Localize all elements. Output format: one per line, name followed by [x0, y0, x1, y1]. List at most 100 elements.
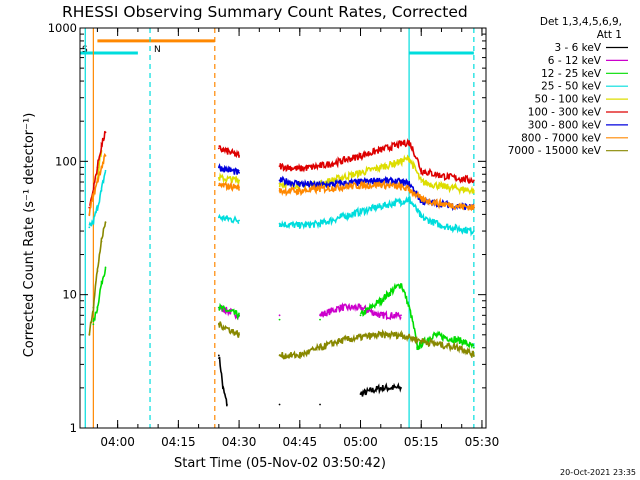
legend-label: 800 - 7000 keV — [521, 132, 602, 144]
plot-area: SN — [80, 28, 475, 428]
data-point — [96, 206, 99, 209]
data-point — [88, 333, 91, 336]
data-point — [319, 318, 321, 321]
data-point — [278, 403, 281, 406]
data-point — [440, 344, 443, 346]
data-point — [238, 186, 240, 189]
data-point — [379, 386, 382, 389]
data-point — [339, 216, 342, 219]
data-point — [472, 346, 475, 349]
data-point — [400, 143, 402, 145]
data-point — [221, 386, 224, 389]
legend-label: 12 - 25 keV — [541, 68, 602, 80]
data-point — [359, 184, 362, 187]
data-point — [359, 154, 362, 157]
data-point — [379, 314, 382, 317]
data-point — [238, 219, 240, 222]
data-point — [92, 195, 95, 197]
axes: 1 10 100 1000 04:00 04:15 04:30 04:45 05:00 05:15… — [48, 21, 500, 449]
data-point — [339, 340, 342, 342]
data-point — [226, 403, 228, 406]
x-tick-label: 05:15 — [404, 435, 439, 449]
data-point — [472, 190, 475, 192]
data-point — [278, 182, 281, 185]
data-point — [440, 202, 443, 205]
data-point — [278, 222, 281, 225]
data-point — [359, 210, 362, 213]
data-point — [217, 166, 220, 169]
data-point — [391, 386, 394, 389]
data-point — [339, 182, 342, 185]
data-point — [217, 216, 220, 219]
footer-timestamp: 20-Oct-2021 23:35 — [560, 468, 636, 477]
legend-header-line-2: Att 1 — [597, 29, 622, 41]
data-point — [278, 314, 281, 317]
data-point — [400, 386, 402, 389]
data-point — [88, 213, 91, 216]
data-point — [298, 224, 301, 227]
data-point — [432, 333, 435, 336]
data-point — [472, 179, 475, 182]
data-point — [100, 190, 103, 192]
data-point — [440, 224, 443, 227]
data-point — [319, 165, 321, 168]
data-point — [460, 177, 463, 180]
x-tick-label: 04:00 — [100, 435, 135, 449]
data-point — [339, 160, 342, 163]
data-point — [238, 333, 240, 336]
data-point — [298, 354, 301, 357]
data-point — [88, 226, 91, 229]
data-point — [217, 306, 220, 309]
data-point — [460, 228, 463, 231]
plot-frame — [79, 27, 487, 429]
data-point — [408, 188, 410, 190]
data-point — [420, 198, 423, 201]
x-axis-label: Start Time (05-Nov-02 03:50:42) — [174, 456, 386, 471]
data-point — [379, 205, 382, 208]
legend-header-line-1: Det 1,3,4,5,6,9, — [540, 16, 622, 28]
data-point — [472, 206, 475, 209]
data-point — [408, 140, 410, 143]
data-point — [104, 169, 107, 172]
legend-label: 100 - 300 keV — [528, 107, 602, 119]
y-tick-label: 100 — [55, 154, 77, 168]
data-point — [460, 346, 463, 349]
data-point — [420, 169, 423, 172]
data-point — [96, 270, 99, 273]
data-point — [400, 186, 402, 189]
data-point — [379, 166, 382, 169]
data-point — [400, 283, 402, 286]
data-point — [278, 318, 281, 321]
data-point — [359, 171, 362, 174]
legend-label: 7000 - 15000 keV — [508, 145, 602, 157]
data-point — [400, 314, 402, 317]
x-tick-label: 05:00 — [343, 435, 378, 449]
data-point — [104, 154, 107, 157]
data-point — [238, 154, 240, 157]
data-point — [472, 354, 475, 357]
data-point — [278, 354, 281, 357]
data-point — [92, 323, 95, 326]
legend-label: 3 - 6 keV — [554, 42, 601, 54]
data-point — [416, 346, 419, 349]
data-point — [408, 198, 410, 201]
data-point — [359, 306, 362, 309]
data-point — [298, 182, 301, 185]
data-point — [359, 314, 362, 317]
data-point — [408, 182, 410, 185]
data-point — [92, 221, 95, 224]
data-point — [339, 186, 342, 189]
data-point — [408, 157, 410, 160]
data-point — [100, 240, 103, 243]
y-tick-label: 1 — [70, 421, 77, 435]
y-tick-label: 1000 — [48, 21, 77, 35]
data-point — [420, 181, 423, 183]
chart-title: RHESSI Observing Summary Count Rates, Co… — [62, 3, 468, 21]
data-point — [217, 147, 220, 150]
data-point — [440, 185, 443, 188]
data-point — [460, 188, 463, 190]
data-point — [238, 171, 240, 174]
data-point — [217, 177, 220, 179]
